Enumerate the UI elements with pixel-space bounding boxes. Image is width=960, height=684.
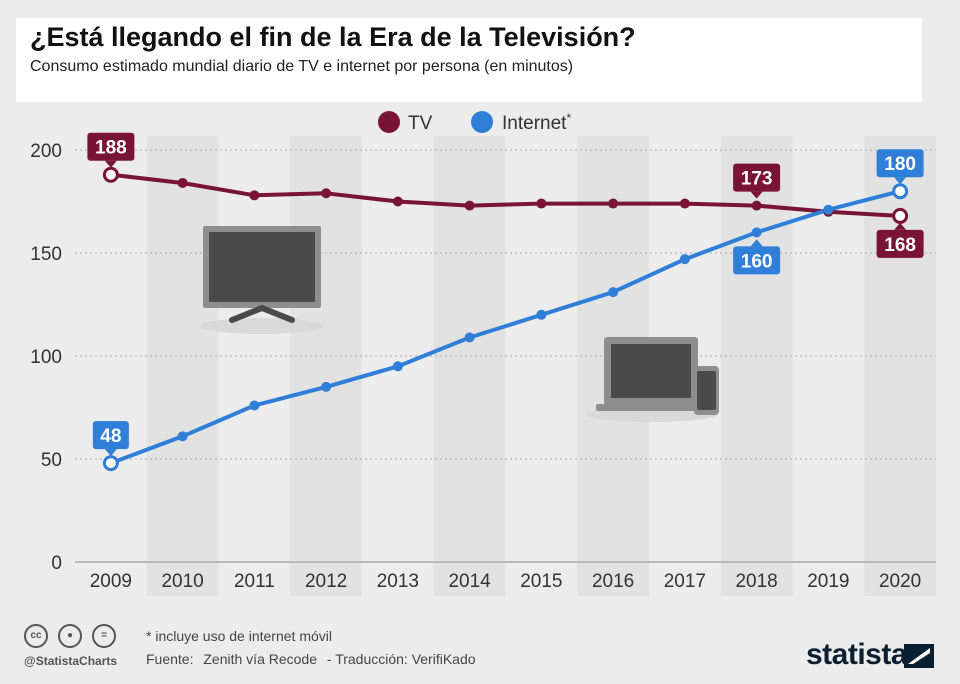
legend-tv-label: TV	[408, 113, 433, 134]
gridlines	[75, 149, 936, 563]
data-label-internet-2020: 180	[876, 149, 924, 185]
legend-internet-label: Internet*	[502, 111, 571, 134]
point-internet-2016	[608, 287, 619, 298]
point-internet-2010	[177, 431, 188, 442]
data-label-text: 180	[884, 154, 916, 175]
data-label-text: 173	[741, 169, 773, 190]
point-tv-2013	[392, 196, 403, 207]
point-tv-2015	[536, 198, 547, 209]
x-tick-label: 2012	[305, 571, 347, 592]
by-icon[interactable]: ●	[58, 624, 82, 648]
legend-tv-swatch	[378, 111, 400, 133]
data-label-text: 188	[95, 138, 127, 159]
point-tv-2017	[679, 198, 690, 209]
laptop-phone-icon	[586, 337, 719, 422]
point-internet-2019	[823, 204, 834, 215]
x-tick-label: 2018	[735, 571, 777, 592]
data-label-text: 48	[100, 426, 121, 447]
band-2020	[864, 136, 936, 596]
social-handle[interactable]: @StatistaCharts	[24, 654, 118, 668]
y-tick-label: 0	[51, 553, 62, 574]
source-line: Fuente: Zenith vía Recode - Traducción: …	[146, 651, 482, 667]
point-tv-2011	[249, 190, 260, 201]
legend-internet-swatch	[471, 111, 493, 133]
data-label-tv-2009: 188	[87, 132, 135, 168]
x-axis-labels: 2009 2010 2011 2012 2013 2014 2015 2016 2017 2018…	[90, 571, 922, 592]
point-internet-2012	[321, 381, 332, 392]
y-axis-labels: 0 50 100 150 200	[30, 141, 62, 574]
point-tv-2014	[464, 200, 475, 211]
x-tick-label: 2014	[448, 571, 491, 592]
data-labels: 188 173 168 48 160 180	[87, 132, 924, 457]
statista-logo-icon	[904, 644, 934, 668]
band-2014	[433, 136, 506, 596]
point-tv-2016	[608, 198, 619, 209]
point-tv-2010	[177, 177, 188, 188]
series-lines	[110, 172, 901, 465]
point-tv-2009	[102, 166, 119, 183]
y-tick-label: 150	[30, 244, 62, 265]
statista-logo[interactable]: statista	[806, 638, 908, 671]
y-tick-label: 50	[41, 450, 62, 471]
point-internet-2014	[464, 332, 475, 343]
nd-icon[interactable]: =	[92, 624, 116, 648]
series-line-internet	[110, 189, 901, 465]
band-2018	[720, 136, 793, 596]
data-label-tv-2018: 173	[733, 163, 781, 199]
x-tick-label: 2010	[161, 571, 203, 592]
translation-credit: - Traducción: VerifiKado	[326, 651, 476, 667]
point-internet-2015	[536, 309, 547, 320]
x-tick-label: 2013	[377, 571, 419, 592]
chart-header: ¿Está llegando el fin de la Era de la Te…	[16, 18, 922, 102]
y-tick-label: 200	[30, 141, 62, 162]
point-internet-2013	[392, 361, 403, 372]
chart-title: ¿Está llegando el fin de la Era de la Te…	[30, 22, 636, 52]
x-tick-label: 2016	[592, 571, 634, 592]
point-internet-2017	[679, 254, 690, 265]
data-label-tv-2020: 168	[876, 222, 924, 258]
data-label-internet-2009: 48	[92, 421, 129, 457]
point-internet-2011	[249, 400, 260, 411]
footnote: * incluye uso de internet móvil	[146, 628, 332, 644]
series-line-tv	[110, 172, 901, 218]
source-label: Fuente:	[146, 651, 194, 667]
point-tv-2020	[892, 207, 909, 224]
chart-subtitle: Consumo estimado mundial diario de TV e …	[30, 58, 574, 75]
x-tick-label: 2009	[90, 571, 132, 592]
point-tv-2012	[321, 188, 332, 199]
cc-icon[interactable]: cc	[24, 624, 48, 648]
point-tv-2018	[751, 200, 762, 211]
legend: TV Internet*	[378, 111, 571, 134]
point-internet-2018	[751, 227, 762, 238]
band-2012	[290, 136, 362, 596]
point-internet-2020	[892, 183, 909, 200]
x-tick-label: 2020	[879, 571, 921, 592]
data-label-text: 168	[884, 235, 916, 256]
x-tick-label: 2011	[234, 571, 275, 592]
tv-icon	[200, 226, 324, 334]
point-internet-2009	[102, 455, 119, 472]
x-tick-label: 2019	[807, 571, 849, 592]
series-points	[102, 166, 909, 472]
band-2010	[146, 136, 219, 596]
x-tick-label: 2017	[664, 571, 706, 592]
data-label-internet-2018: 160	[733, 239, 781, 275]
source-value: Zenith vía Recode	[203, 651, 317, 667]
y-tick-label: 100	[30, 347, 62, 368]
x-tick-label: 2015	[520, 571, 562, 592]
data-label-text: 160	[741, 251, 773, 272]
illustrations	[200, 226, 719, 422]
license-icons[interactable]: cc ● =	[24, 624, 124, 652]
